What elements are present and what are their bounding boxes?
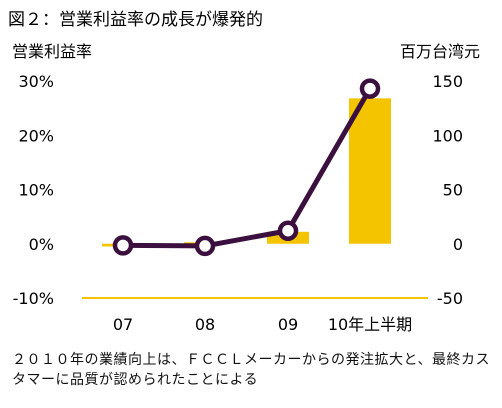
line-point	[277, 220, 299, 241]
left-axis-ticks: 30% 20% 10% 0% -10%	[13, 72, 54, 308]
right-tick-label: 50	[443, 181, 463, 200]
line-point	[194, 235, 216, 257]
line-point	[112, 235, 134, 256]
right-tick-label: 150	[432, 72, 463, 91]
left-tick-label: 0%	[29, 235, 54, 254]
chart: 図２：営業利益率の成長が爆発的 営業利益率 百万台湾元 30% 20% 10% 0% -…	[8, 10, 480, 334]
bar-series	[102, 98, 391, 247]
right-axis-title: 百万台湾元	[400, 42, 480, 61]
line-series	[112, 78, 381, 257]
line-point	[359, 78, 381, 99]
chart-title: 図２：営業利益率の成長が爆発的	[8, 10, 263, 30]
line-path	[120, 86, 373, 249]
category-label: 08	[195, 315, 215, 334]
category-label: 09	[278, 315, 298, 334]
chart-note: ２０１０年の業績向上は、ＦＣＣＬメーカーからの発注拡大と、最終カスタマーに品質が…	[12, 352, 490, 388]
left-axis-title: 営業利益率	[12, 42, 92, 61]
right-tick-label: 100	[432, 126, 463, 145]
bar	[349, 98, 391, 244]
left-tick-label: 20%	[18, 126, 54, 145]
right-tick-label: -50	[437, 289, 463, 308]
left-tick-label: -10%	[13, 289, 54, 308]
category-label: 07	[113, 315, 133, 334]
category-label: 10年上半期	[328, 315, 412, 334]
right-axis-ticks: 150 100 50 0 -50	[432, 72, 463, 308]
category-labels: 07 08 09 10年上半期	[113, 315, 412, 334]
left-tick-label: 10%	[18, 181, 54, 200]
right-tick-label: 0	[453, 235, 463, 254]
left-tick-label: 30%	[18, 72, 54, 91]
